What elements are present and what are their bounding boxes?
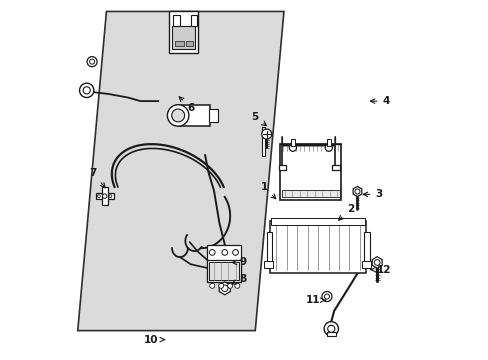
Bar (208, 262, 239, 280)
Text: 6: 6 (179, 97, 194, 113)
Circle shape (324, 294, 329, 299)
Bar (266, 232, 271, 262)
Bar (208, 109, 217, 122)
Circle shape (227, 283, 232, 288)
Circle shape (109, 195, 112, 198)
Bar (264, 261, 273, 268)
Bar (206, 245, 241, 260)
Text: 11: 11 (305, 295, 325, 305)
Circle shape (209, 249, 215, 255)
Bar (96, 193, 113, 199)
Bar (206, 259, 241, 282)
Circle shape (209, 283, 214, 288)
Bar (331, 165, 339, 170)
Bar (172, 26, 195, 49)
Circle shape (354, 189, 359, 194)
Bar (172, 15, 180, 26)
Circle shape (327, 325, 334, 332)
Bar (262, 127, 265, 156)
Text: 7: 7 (89, 168, 105, 188)
Circle shape (324, 321, 338, 336)
Bar (190, 15, 197, 26)
Bar (169, 12, 198, 53)
Bar (290, 139, 294, 145)
Text: 12: 12 (370, 265, 391, 275)
Bar (186, 41, 192, 46)
Circle shape (321, 292, 331, 302)
Circle shape (102, 194, 106, 198)
Bar (280, 144, 341, 200)
Bar (363, 232, 369, 262)
Bar (362, 261, 370, 268)
Circle shape (167, 105, 188, 126)
Text: 5: 5 (251, 112, 266, 126)
Text: 10: 10 (144, 334, 164, 345)
Circle shape (218, 283, 223, 288)
Circle shape (83, 87, 90, 94)
Text: 3: 3 (363, 189, 382, 199)
Bar (271, 219, 364, 225)
Circle shape (261, 129, 271, 139)
Circle shape (373, 260, 379, 265)
Circle shape (80, 83, 94, 98)
Text: 2: 2 (338, 204, 353, 220)
Bar (102, 187, 107, 205)
Text: 1: 1 (260, 182, 275, 199)
Circle shape (234, 283, 239, 288)
Polygon shape (219, 282, 230, 295)
Circle shape (222, 249, 227, 255)
Circle shape (289, 144, 296, 151)
Circle shape (87, 57, 97, 67)
Bar (278, 165, 286, 170)
Bar (269, 221, 366, 273)
Text: 9: 9 (232, 257, 246, 267)
Bar (326, 332, 335, 336)
Circle shape (89, 59, 94, 64)
Bar (282, 190, 339, 197)
Circle shape (221, 285, 227, 292)
Bar (178, 105, 210, 126)
Bar (174, 41, 183, 46)
Bar (326, 139, 330, 145)
Polygon shape (352, 186, 361, 197)
Circle shape (171, 109, 184, 122)
Polygon shape (371, 257, 382, 268)
Circle shape (325, 144, 332, 151)
Text: 4: 4 (370, 96, 389, 106)
Circle shape (232, 249, 238, 255)
Circle shape (97, 195, 100, 198)
Polygon shape (78, 12, 284, 330)
Text: 8: 8 (231, 274, 246, 284)
